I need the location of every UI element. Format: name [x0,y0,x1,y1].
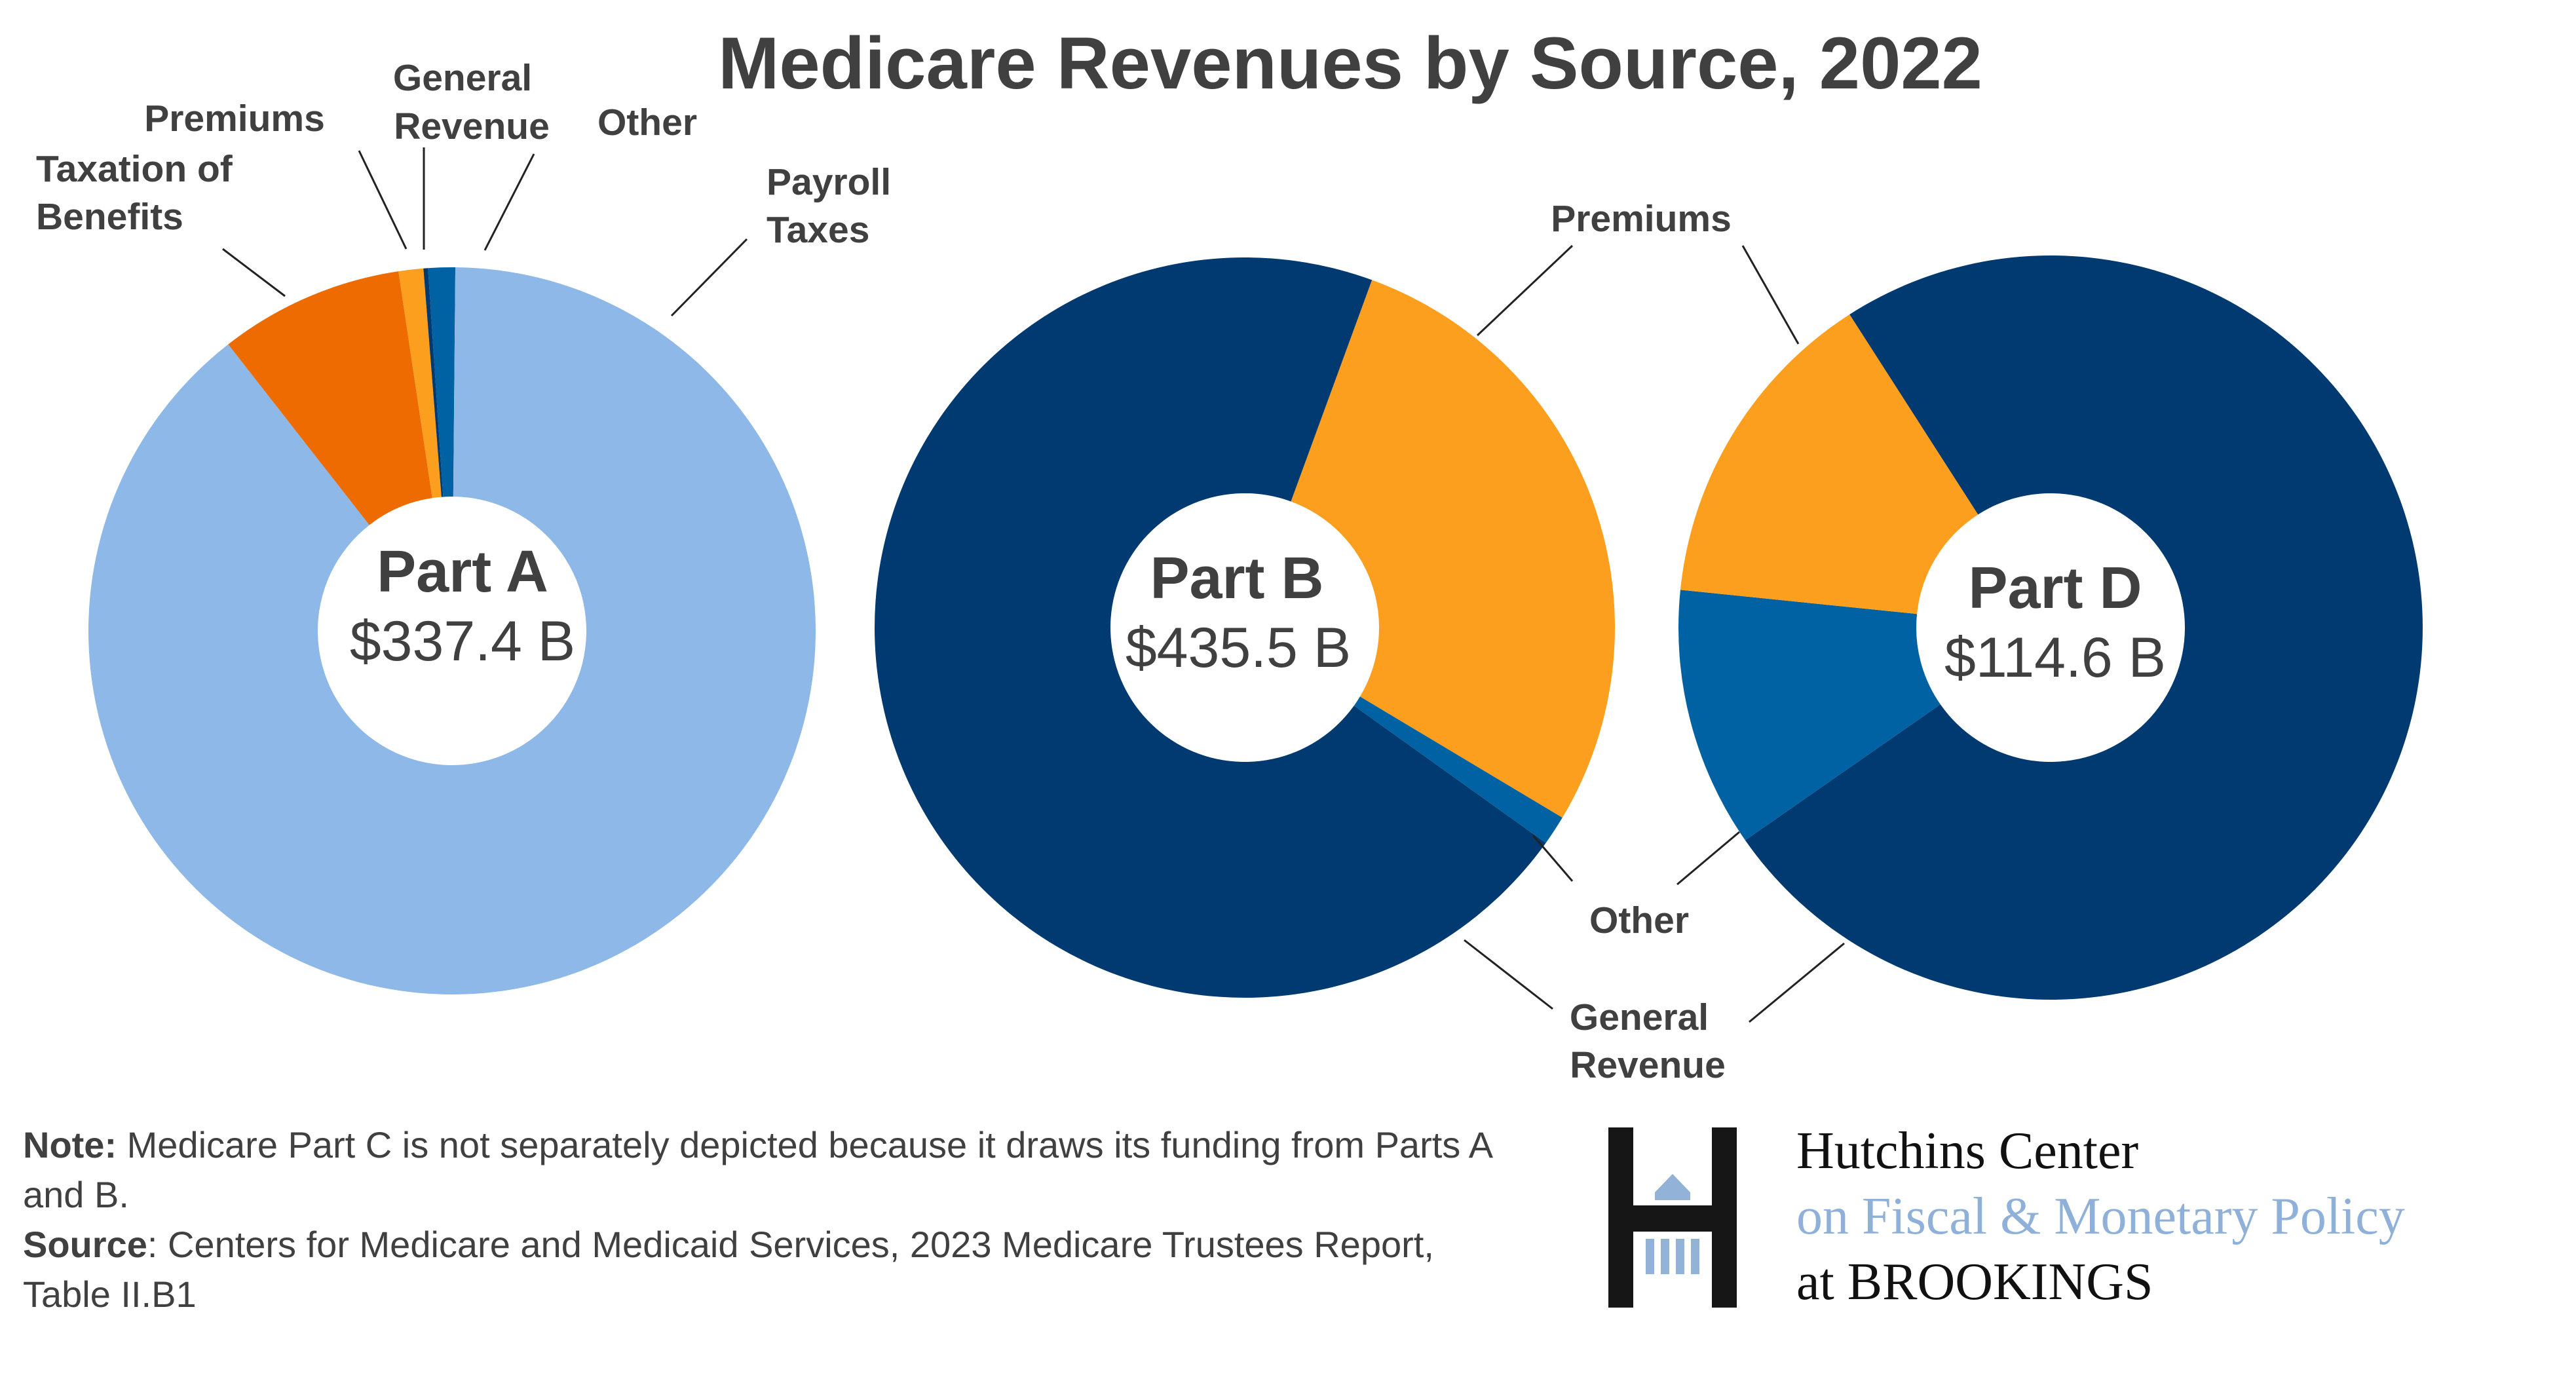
leader-b-general-revenue [1464,939,1553,1010]
leader-d-premiums [1741,245,1800,345]
chart-title: Medicare Revenues by Source, 2022 [718,22,1982,104]
leader-a-taxation [222,248,286,297]
source-text: : Centers for Medicare and Medicaid Serv… [23,1224,1434,1315]
logo-line-2: on Fiscal & Monetary Policy [1796,1188,2405,1245]
slice-part-b-other [1354,696,1563,843]
slice-part-b-general-revenue [874,257,1546,998]
leader-a-premiums [358,150,407,250]
part-d-total: $114.6 B [1944,626,2166,689]
label-a-general-revenue-1: General [393,57,532,99]
note-label: Note: [23,1124,117,1165]
hutchins-logo-mark [1608,1127,1737,1308]
slice-part-a-general-revenue [423,268,444,497]
label-a-taxation-2: Benefits [36,196,183,238]
leader-a-other [483,153,535,251]
leader-b-other [1532,835,1574,882]
source: Source: Centers for Medicare and Medicai… [23,1220,1530,1319]
leader-a-payroll [670,238,748,317]
slice-part-d-general-revenue [1745,255,2423,1000]
slice-part-a-premiums [398,268,442,499]
label-general-revenue-2: Revenue [1570,1044,1726,1086]
label-premiums: Premiums [1551,198,1732,240]
label-a-taxation-1: Taxation of [36,148,233,190]
label-a-payroll-2: Taxes [767,209,869,251]
label-a-premiums: Premiums [144,98,325,140]
slice-part-a-taxation-of-benefits [228,271,432,525]
label-a-general-revenue-2: Revenue [394,105,550,147]
slice-part-b-premiums [1291,280,1615,818]
source-label: Source [23,1224,147,1265]
logo-line-1: Hutchins Center [1796,1122,2139,1180]
label-a-other: Other [597,102,697,143]
slice-part-a-other [428,267,456,497]
leader-lines [222,147,1845,1023]
note-text: Medicare Part C is not separately depict… [23,1124,1492,1215]
label-a-payroll-1: Payroll [767,161,891,203]
part-d-name: Part D [1968,556,2142,621]
note: Note: Medicare Part C is not separately … [23,1120,1530,1220]
slice-part-d-other [1678,590,1941,841]
slice-part-a-payroll-taxes [88,267,816,995]
leader-b-premiums [1476,244,1574,337]
logo-line-3: at BROOKINGS [1796,1253,2153,1311]
label-other: Other [1589,899,1689,941]
part-a-total: $337.4 B [350,610,575,673]
part-b-name: Part B [1150,546,1323,611]
label-general-revenue-1: General [1570,996,1709,1038]
slice-part-d-premiums [1680,314,1979,614]
part-b-total: $435.5 B [1126,616,1351,679]
leader-d-general-revenue [1749,942,1845,1023]
part-a-name: Part A [377,539,548,605]
leader-d-other [1676,831,1740,886]
